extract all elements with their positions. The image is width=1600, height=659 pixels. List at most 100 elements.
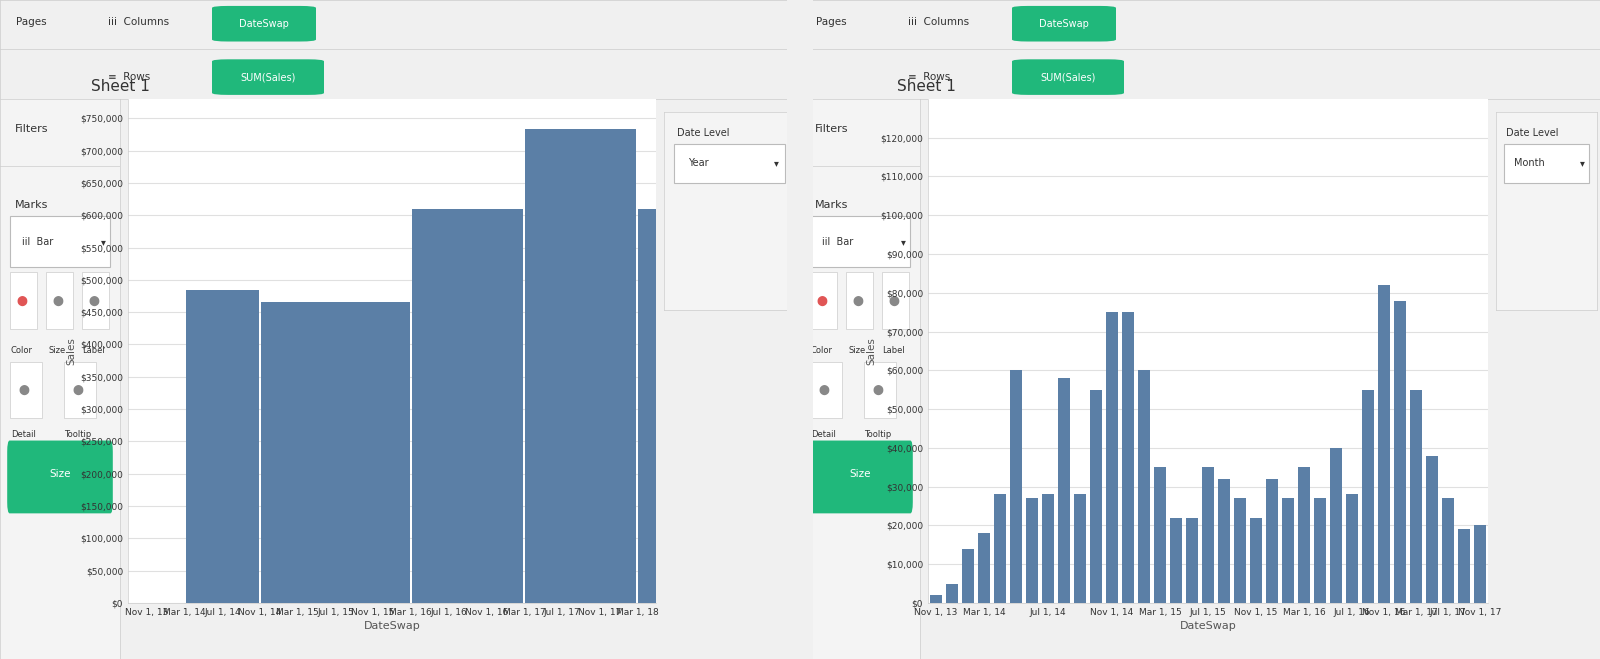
FancyBboxPatch shape: [6, 440, 112, 513]
Text: ⬤: ⬤: [88, 295, 99, 306]
FancyBboxPatch shape: [864, 362, 896, 418]
Text: Size: Size: [50, 347, 66, 355]
Bar: [1026, 498, 1038, 603]
FancyBboxPatch shape: [82, 273, 109, 329]
Bar: [261, 302, 410, 603]
FancyBboxPatch shape: [1013, 6, 1117, 42]
Text: ⬤: ⬤: [819, 385, 829, 395]
Bar: [1202, 467, 1214, 603]
FancyBboxPatch shape: [808, 440, 912, 513]
Bar: [962, 549, 974, 603]
Text: iii  Columns: iii Columns: [109, 16, 170, 27]
Y-axis label: Sales: Sales: [66, 337, 75, 365]
Bar: [411, 210, 523, 603]
Bar: [1314, 498, 1326, 603]
Text: ≡  Rows: ≡ Rows: [909, 72, 950, 82]
Text: ⬤: ⬤: [853, 295, 862, 306]
FancyBboxPatch shape: [64, 362, 96, 418]
FancyBboxPatch shape: [675, 144, 784, 183]
Text: Color: Color: [11, 347, 32, 355]
Bar: [930, 595, 942, 603]
FancyBboxPatch shape: [10, 273, 37, 329]
FancyBboxPatch shape: [810, 362, 842, 418]
Bar: [1122, 312, 1134, 603]
Text: iil  Bar: iil Bar: [21, 237, 53, 246]
Text: DateSwap: DateSwap: [1038, 18, 1090, 29]
Text: ⬤: ⬤: [53, 295, 62, 306]
Text: SUM(Sales): SUM(Sales): [240, 72, 296, 82]
Bar: [1074, 494, 1086, 603]
Text: Detail: Detail: [811, 430, 837, 440]
Bar: [1410, 389, 1422, 603]
Text: ▾: ▾: [1581, 158, 1586, 169]
Bar: [1330, 448, 1342, 603]
Text: Tooltip: Tooltip: [64, 430, 91, 440]
Text: Size: Size: [850, 347, 866, 355]
Bar: [1090, 389, 1102, 603]
Bar: [1234, 498, 1246, 603]
Text: ≡  Rows: ≡ Rows: [109, 72, 150, 82]
Text: ⬤: ⬤: [816, 295, 827, 306]
FancyBboxPatch shape: [1013, 59, 1123, 95]
Text: Marks: Marks: [14, 200, 48, 210]
Bar: [1250, 518, 1262, 603]
Text: Filters: Filters: [814, 124, 848, 134]
Bar: [946, 584, 958, 603]
Text: ⬤: ⬤: [19, 385, 29, 395]
Bar: [994, 494, 1006, 603]
Bar: [638, 210, 674, 603]
Bar: [1106, 312, 1118, 603]
Bar: [1218, 479, 1230, 603]
Text: SUM(Sales): SUM(Sales): [1040, 72, 1096, 82]
FancyBboxPatch shape: [1504, 144, 1589, 183]
Text: Sheet 1: Sheet 1: [898, 78, 957, 94]
Text: Pages: Pages: [16, 16, 46, 27]
FancyBboxPatch shape: [45, 273, 74, 329]
Text: Sheet 1: Sheet 1: [91, 78, 150, 94]
Text: iil  Bar: iil Bar: [822, 237, 853, 246]
Text: ▾: ▾: [101, 237, 106, 246]
FancyBboxPatch shape: [211, 59, 323, 95]
FancyBboxPatch shape: [10, 216, 110, 267]
Text: Month: Month: [1514, 158, 1546, 169]
Text: Label: Label: [82, 347, 106, 355]
Bar: [1378, 285, 1390, 603]
Bar: [1362, 389, 1374, 603]
Bar: [1458, 529, 1470, 603]
Text: ⬤: ⬤: [72, 385, 83, 395]
Bar: [1346, 494, 1358, 603]
Bar: [1058, 378, 1070, 603]
Bar: [1010, 370, 1022, 603]
Text: iii  Columns: iii Columns: [909, 16, 970, 27]
Text: Date Level: Date Level: [1506, 128, 1558, 138]
Bar: [1042, 494, 1054, 603]
Text: Tooltip: Tooltip: [864, 430, 891, 440]
Text: Label: Label: [882, 347, 906, 355]
Bar: [1170, 518, 1182, 603]
FancyBboxPatch shape: [882, 273, 909, 329]
Text: ⬤: ⬤: [888, 295, 899, 306]
Text: Date Level: Date Level: [677, 128, 730, 138]
Text: Color: Color: [811, 347, 832, 355]
Text: DateSwap: DateSwap: [238, 18, 290, 29]
Text: Size: Size: [850, 469, 870, 479]
Text: ⬤: ⬤: [16, 295, 27, 306]
Bar: [1266, 479, 1278, 603]
Bar: [1474, 525, 1486, 603]
Bar: [1426, 455, 1438, 603]
Bar: [1442, 498, 1454, 603]
Text: Size: Size: [50, 469, 70, 479]
FancyBboxPatch shape: [211, 6, 315, 42]
Bar: [1298, 467, 1310, 603]
Bar: [1282, 498, 1294, 603]
Text: Filters: Filters: [14, 124, 48, 134]
FancyBboxPatch shape: [845, 273, 874, 329]
X-axis label: DateSwap: DateSwap: [363, 621, 421, 631]
Text: ▾: ▾: [774, 158, 779, 169]
Text: Marks: Marks: [814, 200, 848, 210]
Text: ▾: ▾: [901, 237, 906, 246]
Bar: [1186, 518, 1198, 603]
Bar: [1154, 467, 1166, 603]
Bar: [1138, 370, 1150, 603]
Bar: [525, 129, 637, 603]
